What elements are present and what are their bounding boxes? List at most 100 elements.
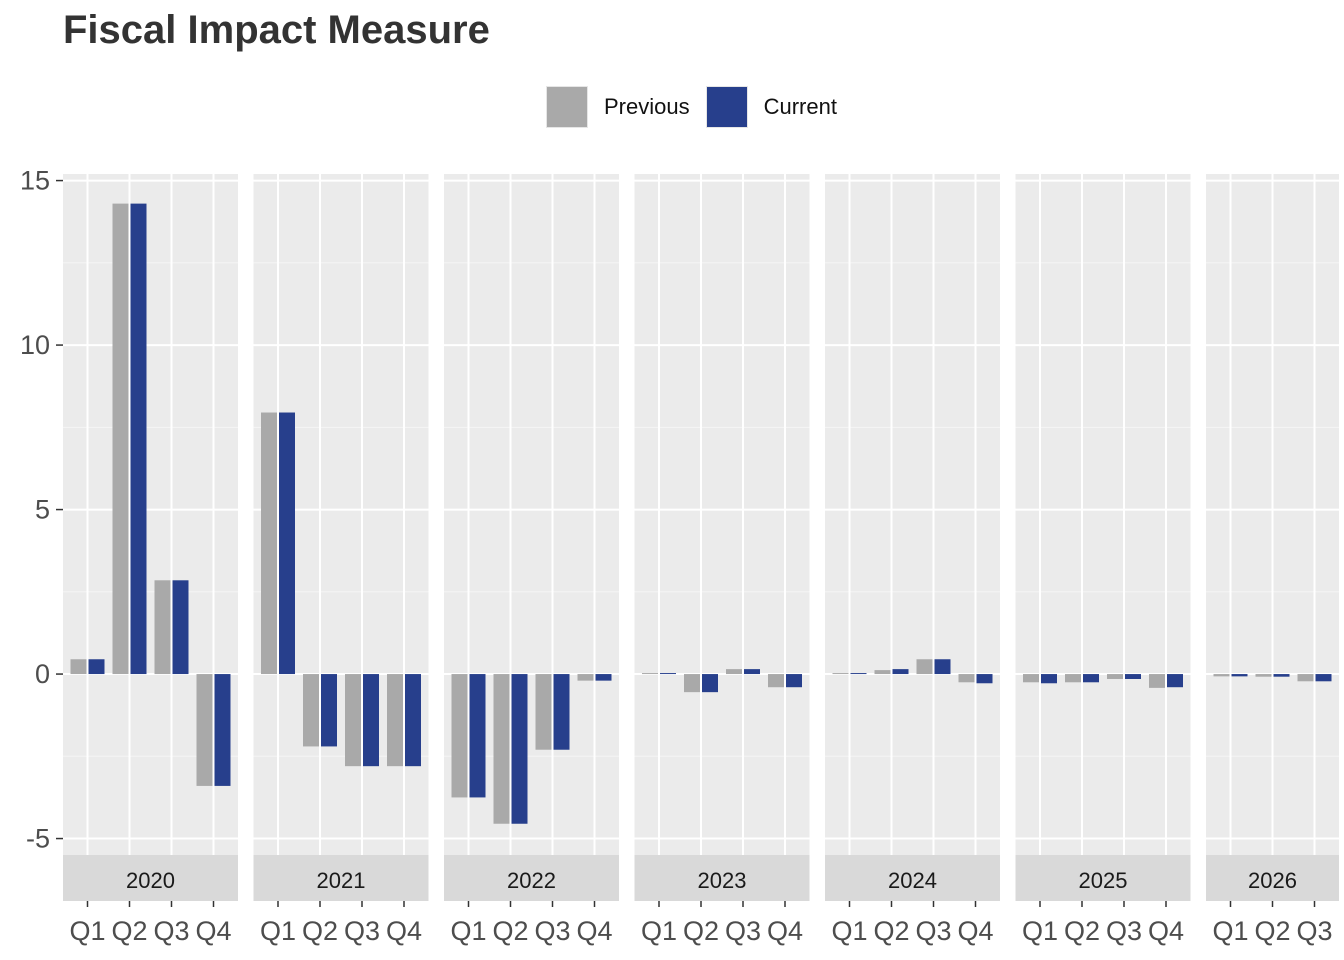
bar-previous-2025-Q4 bbox=[1149, 674, 1165, 688]
y-tick-label: -5 bbox=[26, 824, 50, 854]
x-tick-label: Q2 bbox=[1064, 916, 1100, 946]
x-tick-label: Q4 bbox=[957, 916, 993, 946]
panel-2023 bbox=[634, 174, 810, 855]
bar-previous-2020-Q3 bbox=[154, 580, 171, 675]
bar-current-2022-Q2 bbox=[511, 674, 528, 824]
legend-label-current: Current bbox=[763, 94, 837, 119]
bar-previous-2022-Q4 bbox=[577, 674, 594, 681]
bar-previous-2024-Q1 bbox=[832, 673, 849, 675]
facet-strip-2021 bbox=[253, 855, 429, 901]
bar-current-2024-Q2 bbox=[892, 669, 909, 675]
panel-2025 bbox=[1015, 174, 1191, 855]
x-tick-label: Q3 bbox=[344, 916, 380, 946]
bar-previous-2023-Q4 bbox=[768, 674, 784, 688]
bar-previous-2025-Q2 bbox=[1065, 674, 1081, 683]
facet-label-2026: 2026 bbox=[1248, 868, 1297, 893]
panel-2024 bbox=[825, 174, 1000, 855]
bar-previous-2020-Q1 bbox=[70, 659, 87, 675]
x-tick-label: Q2 bbox=[873, 916, 909, 946]
bar-previous-2025-Q1 bbox=[1023, 674, 1039, 683]
y-tick-label: 0 bbox=[35, 659, 50, 689]
bar-current-2024-Q3 bbox=[934, 659, 951, 675]
facet-strip-2026 bbox=[1206, 855, 1339, 901]
legend-swatch-current bbox=[705, 86, 748, 128]
x-tick-label: Q1 bbox=[1022, 916, 1058, 946]
bar-current-2020-Q4 bbox=[214, 674, 231, 786]
legend-label-previous: Previous bbox=[604, 94, 690, 119]
y-tick-label: 5 bbox=[35, 495, 50, 525]
bar-previous-2021-Q4 bbox=[387, 674, 403, 767]
bar-current-2023-Q1 bbox=[660, 673, 676, 675]
facet-strip-2024 bbox=[825, 855, 1000, 901]
legend-swatch-previous bbox=[546, 86, 588, 128]
bar-previous-2021-Q3 bbox=[345, 674, 361, 767]
bar-previous-2026-Q3 bbox=[1297, 674, 1314, 682]
bar-previous-2025-Q3 bbox=[1107, 674, 1123, 679]
x-tick-label: Q4 bbox=[386, 916, 422, 946]
facet-label-2021: 2021 bbox=[317, 868, 366, 893]
chart-title: Fiscal Impact Measure bbox=[63, 8, 490, 52]
facet-label-2020: 2020 bbox=[126, 868, 175, 893]
facet-label-2025: 2025 bbox=[1079, 868, 1128, 893]
bar-current-2023-Q4 bbox=[786, 674, 802, 688]
bar-previous-2024-Q4 bbox=[958, 674, 975, 683]
x-tick-label: Q2 bbox=[302, 916, 338, 946]
x-tick-label: Q2 bbox=[1254, 916, 1290, 946]
bar-previous-2023-Q2 bbox=[684, 674, 700, 693]
bar-previous-2026-Q2 bbox=[1255, 674, 1272, 677]
bar-current-2025-Q2 bbox=[1083, 674, 1099, 683]
x-tick-label: Q4 bbox=[195, 916, 231, 946]
x-tick-label: Q4 bbox=[576, 916, 612, 946]
bar-current-2026-Q2 bbox=[1273, 674, 1290, 677]
bar-previous-2022-Q2 bbox=[493, 674, 510, 824]
bar-previous-2022-Q3 bbox=[535, 674, 552, 750]
x-tick-label: Q3 bbox=[1106, 916, 1142, 946]
x-tick-label: Q1 bbox=[641, 916, 677, 946]
x-tick-label: Q4 bbox=[1148, 916, 1184, 946]
bar-current-2026-Q3 bbox=[1315, 674, 1332, 682]
facet-label-2022: 2022 bbox=[507, 868, 556, 893]
bar-current-2025-Q4 bbox=[1167, 674, 1183, 688]
bar-current-2025-Q3 bbox=[1125, 674, 1141, 679]
bar-current-2021-Q3 bbox=[363, 674, 379, 767]
x-tick-label: Q2 bbox=[111, 916, 147, 946]
facet-strip-2022 bbox=[444, 855, 619, 901]
facet-strip-2023 bbox=[634, 855, 810, 901]
facet-label-2023: 2023 bbox=[698, 868, 747, 893]
x-tick-label: Q3 bbox=[1296, 916, 1332, 946]
x-tick-label: Q2 bbox=[683, 916, 719, 946]
bar-current-2022-Q1 bbox=[469, 674, 486, 798]
x-tick-label: Q3 bbox=[915, 916, 951, 946]
bar-current-2021-Q4 bbox=[405, 674, 421, 767]
bar-current-2022-Q3 bbox=[553, 674, 570, 750]
x-tick-label: Q2 bbox=[492, 916, 528, 946]
x-tick-label: Q1 bbox=[831, 916, 867, 946]
y-tick-label: 10 bbox=[20, 330, 50, 360]
bar-previous-2021-Q1 bbox=[261, 412, 277, 675]
bar-previous-2023-Q1 bbox=[642, 673, 658, 675]
bar-previous-2021-Q2 bbox=[303, 674, 319, 747]
facet-strip-2020 bbox=[63, 855, 238, 901]
facet-strip-2025 bbox=[1015, 855, 1191, 901]
bar-current-2020-Q1 bbox=[88, 659, 105, 675]
x-tick-label: Q1 bbox=[69, 916, 105, 946]
bar-previous-2020-Q4 bbox=[196, 674, 213, 786]
bar-current-2023-Q3 bbox=[744, 669, 760, 675]
bar-previous-2026-Q1 bbox=[1213, 674, 1230, 677]
bar-current-2023-Q2 bbox=[702, 674, 718, 693]
y-tick-label: 15 bbox=[20, 166, 50, 196]
bar-current-2021-Q1 bbox=[279, 412, 295, 675]
x-tick-label: Q1 bbox=[1212, 916, 1248, 946]
x-tick-label: Q3 bbox=[153, 916, 189, 946]
bar-current-2020-Q2 bbox=[130, 203, 147, 675]
x-tick-label: Q3 bbox=[534, 916, 570, 946]
bar-current-2021-Q2 bbox=[321, 674, 337, 747]
bar-current-2026-Q1 bbox=[1231, 674, 1248, 677]
bar-previous-2024-Q2 bbox=[874, 670, 891, 675]
x-tick-label: Q1 bbox=[450, 916, 486, 946]
legend-item-previous: Previous bbox=[546, 86, 690, 128]
bar-current-2022-Q4 bbox=[595, 674, 612, 681]
x-tick-label: Q4 bbox=[767, 916, 803, 946]
bar-current-2025-Q1 bbox=[1041, 674, 1057, 684]
